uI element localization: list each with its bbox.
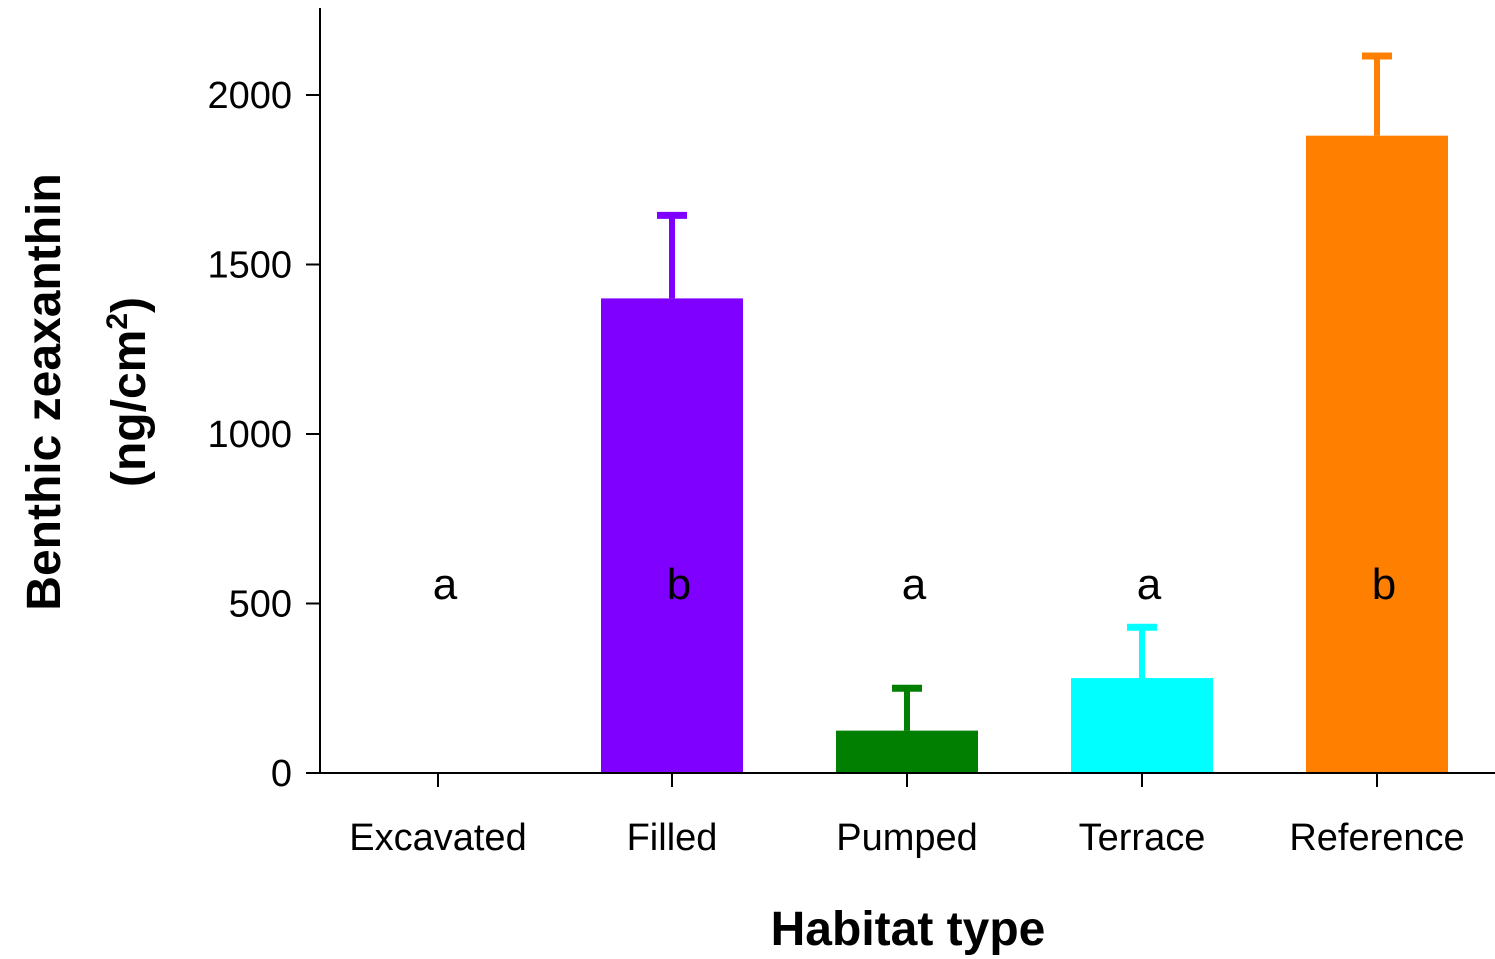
bar-reference	[1306, 135, 1448, 773]
bars-group	[601, 135, 1448, 773]
y-axis-title-prefix: (ng/cm	[103, 330, 156, 487]
y-ticks-group: 0 500 1000 1500 2000	[207, 75, 320, 795]
significance-letter-reference: b	[1372, 560, 1396, 609]
x-axis-title: Habitat type	[771, 903, 1046, 956]
y-axis-title-superscript: 2	[101, 313, 134, 330]
y-axis-title-suffix: )	[103, 297, 156, 313]
x-ticks-group: Excavated Filled Pumped Terrace Reference	[349, 773, 1465, 859]
x-tick-label-reference: Reference	[1289, 817, 1464, 859]
y-axis-title-line2: (ng/cm2)	[101, 297, 156, 487]
y-tick-label: 1000	[207, 414, 292, 456]
x-tick-label-filled: Filled	[627, 817, 718, 859]
y-axis-title-line1: Benthic zeaxanthin	[18, 173, 71, 610]
significance-letter-excavated: a	[433, 560, 458, 609]
y-axis-title: Benthic zeaxanthin (ng/cm2)	[18, 173, 156, 610]
x-tick-label-excavated: Excavated	[349, 817, 526, 859]
x-tick-label-pumped: Pumped	[836, 817, 978, 859]
bar-terrace	[1071, 678, 1213, 773]
error-bars-group	[657, 52, 1392, 731]
y-tick-label: 500	[229, 584, 292, 626]
significance-letter-terrace: a	[1137, 560, 1162, 609]
bar-filled	[601, 298, 743, 773]
bar-pumped	[836, 730, 978, 773]
y-tick-label: 1500	[207, 245, 292, 287]
significance-letter-pumped: a	[902, 560, 927, 609]
x-tick-label-terrace: Terrace	[1079, 817, 1206, 859]
significance-letter-filled: b	[667, 560, 691, 609]
y-tick-label: 0	[271, 753, 292, 795]
y-tick-label: 2000	[207, 75, 292, 117]
